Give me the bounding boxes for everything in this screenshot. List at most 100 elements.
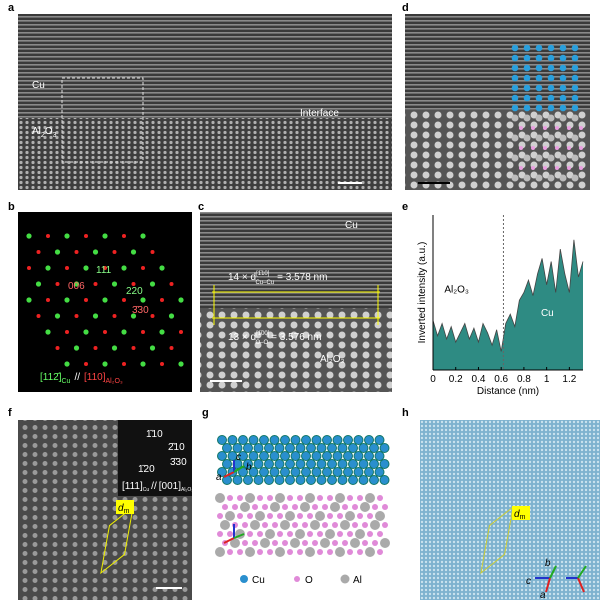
axis-label: c (236, 452, 241, 463)
atom (535, 114, 543, 122)
spot (64, 361, 70, 367)
spot (103, 266, 107, 270)
panel-label: a (8, 2, 15, 14)
atom (248, 467, 259, 477)
atom (535, 174, 543, 182)
spot (150, 314, 155, 318)
atom (243, 459, 253, 469)
atom (348, 459, 358, 469)
atom (380, 538, 390, 548)
atom (227, 531, 233, 537)
atom (519, 166, 523, 170)
spot (130, 313, 137, 319)
spot (84, 298, 88, 302)
label: 006 (68, 281, 85, 292)
atom (559, 44, 567, 52)
atom (579, 166, 583, 170)
atom (348, 443, 358, 453)
atom (523, 74, 531, 82)
atom (571, 74, 579, 82)
axes (535, 565, 587, 593)
atom (215, 493, 225, 503)
spot (150, 250, 155, 254)
spot (36, 314, 41, 318)
atom (247, 513, 253, 519)
atom (275, 493, 285, 503)
spot (111, 281, 118, 287)
spot (168, 313, 175, 319)
spot (55, 346, 60, 350)
label: 3̄30 (132, 305, 149, 316)
spot (73, 345, 80, 351)
panel-label: c (198, 201, 204, 213)
atom (297, 549, 303, 555)
atom (547, 84, 555, 92)
label: dm (118, 503, 130, 515)
atom (369, 475, 379, 485)
atom (280, 520, 290, 530)
atom (535, 104, 543, 112)
spot (160, 362, 164, 366)
atom (511, 174, 519, 182)
atom (523, 94, 531, 102)
spot (140, 297, 146, 303)
atom (280, 451, 290, 461)
axis-label: a (540, 590, 546, 601)
atom (531, 126, 535, 130)
atom (227, 435, 238, 445)
spot (141, 330, 145, 334)
atom (242, 540, 248, 546)
atom (559, 54, 567, 62)
spot (93, 346, 98, 350)
panel-label: g (202, 407, 209, 419)
atom (367, 513, 373, 519)
legend-label: Al (353, 575, 362, 586)
atom (267, 549, 273, 555)
atom (269, 435, 280, 445)
atom (310, 520, 320, 530)
atom (511, 104, 519, 112)
spot (169, 346, 174, 350)
atom (332, 467, 343, 477)
atom (559, 134, 567, 142)
atom (511, 64, 519, 72)
atom (253, 475, 264, 485)
atom (327, 475, 337, 485)
x-tick-label: 0.4 (472, 374, 486, 385)
atom (340, 520, 350, 530)
label: 14 × d[1̄10] Cu–Cu = 3.578 nm (228, 271, 327, 286)
atom (345, 511, 355, 521)
atom (362, 522, 368, 528)
atom (379, 459, 390, 469)
atom (317, 549, 323, 555)
atom (215, 547, 225, 557)
atom (343, 435, 353, 445)
atom (280, 467, 290, 477)
atom (377, 549, 383, 555)
atom (547, 114, 555, 122)
atom (217, 467, 227, 477)
atom (543, 146, 547, 150)
atom (287, 495, 293, 501)
atom (295, 475, 306, 485)
atom (571, 154, 579, 162)
spot (74, 250, 79, 254)
atom (292, 522, 298, 528)
label-box (512, 506, 530, 520)
x-tick-label: 0.8 (517, 374, 531, 385)
atom (222, 459, 232, 469)
moire-cell (480, 505, 514, 575)
spot (74, 314, 79, 318)
atom (547, 104, 555, 112)
atom (332, 540, 338, 546)
atom (230, 538, 240, 548)
atom (250, 520, 260, 530)
atom (264, 459, 274, 469)
atom (264, 475, 274, 485)
atom (365, 547, 375, 557)
atom (571, 84, 579, 92)
atom (523, 154, 531, 162)
atom (274, 443, 285, 453)
atom (523, 44, 531, 52)
atom (511, 44, 519, 52)
